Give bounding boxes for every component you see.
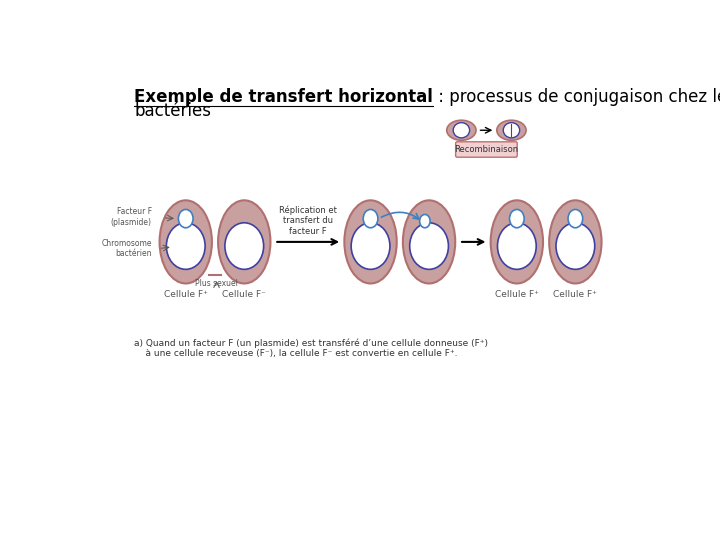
Ellipse shape: [410, 223, 449, 269]
Ellipse shape: [363, 210, 378, 228]
Ellipse shape: [498, 223, 536, 269]
Text: Cellule F⁺: Cellule F⁺: [164, 289, 207, 299]
Ellipse shape: [549, 200, 601, 284]
Ellipse shape: [403, 200, 455, 284]
Ellipse shape: [447, 120, 476, 140]
Text: bactéries: bactéries: [134, 102, 211, 120]
Text: Facteur F
(plasmide): Facteur F (plasmide): [111, 207, 152, 227]
Text: Cellule F⁻: Cellule F⁻: [222, 289, 266, 299]
Text: Recombinaison: Recombinaison: [454, 145, 518, 154]
Ellipse shape: [503, 123, 520, 138]
Ellipse shape: [351, 223, 390, 269]
Text: Cellule F⁺: Cellule F⁺: [554, 289, 598, 299]
Ellipse shape: [556, 223, 595, 269]
Ellipse shape: [420, 214, 430, 228]
Ellipse shape: [490, 200, 543, 284]
Ellipse shape: [568, 210, 582, 228]
Text: Cellule F⁺: Cellule F⁺: [495, 289, 539, 299]
Ellipse shape: [166, 223, 205, 269]
Ellipse shape: [344, 200, 397, 284]
Ellipse shape: [510, 210, 524, 228]
Ellipse shape: [497, 120, 526, 140]
Ellipse shape: [218, 200, 271, 284]
Text: Chromosome
bactérien: Chromosome bactérien: [102, 239, 152, 258]
Text: Exemple de transfert horizontal: Exemple de transfert horizontal: [134, 88, 433, 106]
Text: Réplication et
transfert du
facteur F: Réplication et transfert du facteur F: [279, 205, 337, 236]
Text: Plus sexuel: Plus sexuel: [195, 280, 238, 288]
FancyBboxPatch shape: [456, 142, 517, 157]
Ellipse shape: [179, 210, 193, 228]
Text: : processus de conjugaison chez les: : processus de conjugaison chez les: [433, 88, 720, 106]
Ellipse shape: [160, 200, 212, 284]
Ellipse shape: [453, 123, 469, 138]
Text: a) Quand un facteur F (un plasmide) est transféré d’une cellule donneuse (F⁺)
  : a) Quand un facteur F (un plasmide) est …: [134, 338, 488, 358]
Ellipse shape: [225, 223, 264, 269]
